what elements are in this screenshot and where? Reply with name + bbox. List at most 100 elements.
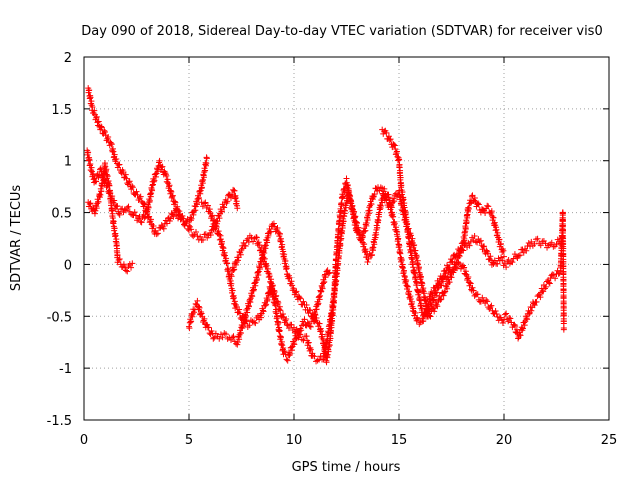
data-point (316, 320, 323, 327)
data-point (352, 219, 359, 226)
data-point (206, 208, 213, 215)
data-point (454, 265, 461, 272)
data-point (394, 157, 401, 164)
data-point (282, 257, 289, 264)
data-point (144, 214, 151, 221)
data-point (254, 313, 261, 320)
data-point (364, 258, 371, 265)
data-point (298, 327, 305, 334)
data-point (256, 265, 263, 272)
data-point (301, 316, 308, 323)
data-point (152, 227, 159, 234)
data-point (137, 193, 144, 200)
data-point (249, 293, 256, 300)
data-point (188, 318, 195, 325)
data-point (412, 309, 419, 316)
data-point (440, 292, 447, 299)
data-point (224, 198, 231, 205)
data-point (484, 298, 491, 305)
data-point (234, 339, 241, 346)
data-point (251, 319, 258, 326)
data-point (198, 310, 205, 317)
data-point (297, 295, 304, 302)
data-point (91, 107, 98, 114)
data-point (411, 270, 418, 277)
data-point (199, 203, 206, 210)
data-point (506, 260, 513, 267)
data-point (398, 257, 405, 264)
data-point (149, 187, 156, 194)
data-point (219, 334, 226, 341)
data-point (137, 218, 144, 225)
data-point (521, 322, 528, 329)
data-point (107, 190, 114, 197)
data-point (114, 251, 121, 258)
data-point (275, 320, 282, 327)
data-point (363, 220, 370, 227)
data-point (105, 133, 112, 140)
data-point (95, 118, 102, 125)
data-point (448, 269, 455, 276)
data-point (115, 257, 122, 264)
y-tick-label: -0.5 (47, 310, 72, 325)
data-point (482, 209, 489, 216)
data-point (286, 352, 293, 359)
data-point (151, 177, 158, 184)
data-point (246, 303, 252, 310)
data-point (242, 242, 249, 249)
data-point (531, 240, 538, 247)
data-point (474, 239, 481, 246)
data-point (391, 220, 398, 227)
data-point (464, 244, 471, 251)
data-point (499, 319, 506, 326)
data-point (274, 298, 281, 305)
data-point (404, 283, 411, 290)
data-point (194, 297, 201, 304)
data-point (89, 104, 96, 111)
data-point (470, 237, 477, 244)
data-point (98, 188, 105, 195)
data-point (300, 298, 307, 305)
data-point (430, 296, 437, 303)
data-point (261, 255, 268, 262)
data-point (433, 289, 440, 296)
data-point (444, 285, 451, 292)
data-point (326, 269, 333, 276)
data-point (170, 213, 177, 220)
data-point (462, 268, 469, 275)
data-point (291, 329, 298, 336)
data-point (481, 243, 488, 250)
data-point (325, 270, 332, 277)
data-point (279, 342, 286, 349)
data-point (103, 166, 110, 173)
data-point (187, 217, 194, 224)
data-point (531, 302, 538, 309)
data-point (330, 297, 337, 304)
x-tick-label: 25 (601, 433, 618, 448)
data-point (252, 320, 259, 327)
data-point (404, 220, 411, 227)
data-point (446, 279, 453, 286)
data-point (147, 216, 154, 223)
data-point (405, 227, 412, 234)
data-point (461, 264, 468, 271)
data-point (485, 203, 492, 210)
data-point (417, 297, 424, 304)
data-point (174, 203, 181, 210)
data-point (335, 253, 342, 260)
data-point (85, 149, 92, 156)
data-point (284, 322, 291, 329)
data-point (146, 197, 153, 204)
data-point (426, 308, 433, 315)
data-point (188, 226, 195, 233)
data-point (228, 273, 235, 280)
data-point (383, 129, 390, 136)
data-point (462, 225, 469, 232)
data-point (461, 235, 468, 242)
data-point (339, 228, 346, 235)
data-point (125, 203, 132, 210)
data-point (196, 304, 203, 311)
data-point (208, 213, 215, 220)
data-point (443, 276, 450, 283)
data-point (324, 336, 331, 343)
